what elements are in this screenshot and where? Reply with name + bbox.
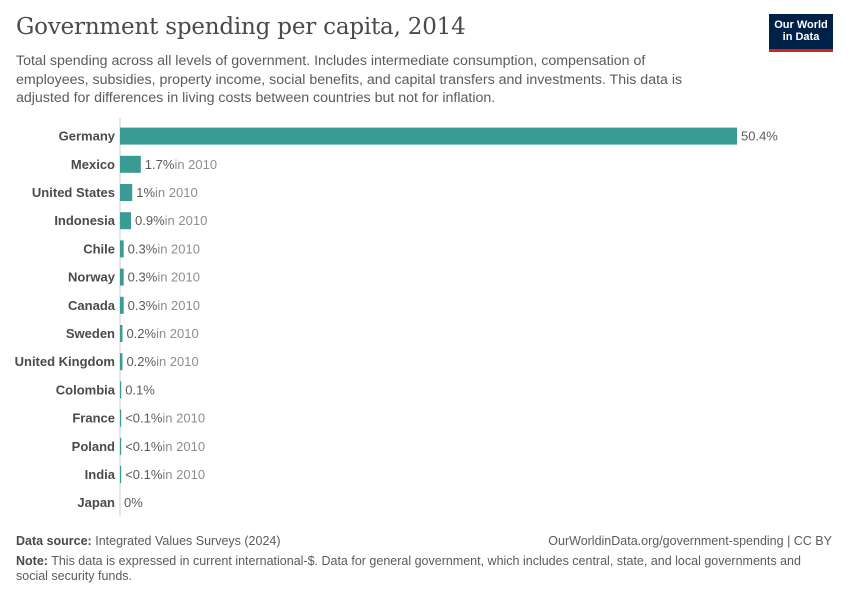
value-label: <0.1%in 2010 bbox=[125, 439, 205, 454]
bar bbox=[120, 240, 124, 258]
category-label: Poland bbox=[72, 439, 115, 454]
value-label: 0.3%in 2010 bbox=[128, 241, 200, 256]
year-note: in 2010 bbox=[157, 270, 200, 285]
value-label: <0.1%in 2010 bbox=[125, 467, 205, 482]
category-label: United States bbox=[32, 185, 115, 200]
note-text: This data is expressed in current intern… bbox=[16, 554, 801, 583]
bar bbox=[120, 296, 124, 314]
data-source-value[interactable]: Integrated Values Surveys (2024) bbox=[95, 534, 281, 548]
category-label: United Kingdom bbox=[15, 354, 115, 369]
category-label: Sweden bbox=[66, 326, 115, 341]
year-note: in 2010 bbox=[155, 185, 198, 200]
value-label: 0.2%in 2010 bbox=[126, 326, 198, 341]
chart-title: Government spending per capita, 2014 bbox=[16, 14, 466, 40]
year-note: in 2010 bbox=[162, 439, 205, 454]
year-note: in 2010 bbox=[156, 326, 199, 341]
bar bbox=[120, 381, 122, 399]
value-label: 1%in 2010 bbox=[136, 185, 197, 200]
year-note: in 2010 bbox=[156, 354, 199, 369]
value-label: 0% bbox=[124, 495, 143, 510]
value-label: 1.7%in 2010 bbox=[145, 157, 217, 172]
bar bbox=[120, 155, 141, 173]
bar bbox=[120, 466, 122, 483]
logo-line-2: in Data bbox=[782, 31, 820, 43]
bar bbox=[120, 268, 124, 286]
value-label: 0.3%in 2010 bbox=[128, 298, 200, 313]
year-note: in 2010 bbox=[157, 241, 200, 256]
year-note: in 2010 bbox=[162, 411, 205, 426]
bar bbox=[120, 409, 122, 427]
category-label: Japan bbox=[77, 495, 115, 510]
year-note: in 2010 bbox=[162, 467, 205, 482]
category-label: Canada bbox=[68, 298, 116, 313]
bar bbox=[120, 353, 123, 371]
category-label: Chile bbox=[83, 241, 115, 256]
owid-logo[interactable]: Our World in Data bbox=[769, 14, 833, 52]
value-label: 0.3%in 2010 bbox=[128, 270, 200, 285]
bar bbox=[120, 184, 133, 201]
category-label: Indonesia bbox=[54, 213, 115, 228]
year-note: in 2010 bbox=[165, 213, 208, 228]
bar bbox=[120, 325, 123, 342]
value-label: 0.9%in 2010 bbox=[135, 213, 207, 228]
note-label: Note: bbox=[16, 554, 48, 568]
bar bbox=[120, 437, 122, 455]
value-label: <0.1%in 2010 bbox=[125, 411, 205, 426]
category-label: France bbox=[72, 411, 115, 426]
bar-chart: Germany 50.4% Mexico 1.7%in 2010 United Stat… bbox=[15, 118, 778, 517]
data-source: Data source: Integrated Values Surveys (… bbox=[16, 534, 281, 548]
chart-subtitle: Total spending across all levels of gove… bbox=[16, 53, 683, 106]
year-note: in 2010 bbox=[157, 298, 200, 313]
year-note: in 2010 bbox=[174, 157, 217, 172]
category-label: Norway bbox=[68, 270, 116, 285]
category-label: Mexico bbox=[71, 157, 115, 172]
category-label: India bbox=[85, 467, 116, 482]
logo-line-1: Our World bbox=[774, 19, 828, 31]
footnote: Note: This data is expressed in current … bbox=[16, 554, 816, 584]
bar bbox=[120, 212, 132, 230]
data-source-label: Data source: bbox=[16, 534, 92, 548]
source-url[interactable]: OurWorldinData.org/government-spending |… bbox=[548, 534, 832, 548]
value-label: 0.1% bbox=[125, 382, 155, 397]
category-label: Colombia bbox=[56, 382, 116, 397]
category-label: Germany bbox=[59, 129, 116, 144]
bar bbox=[120, 127, 737, 145]
value-label: 0.2%in 2010 bbox=[126, 354, 198, 369]
value-label: 50.4% bbox=[741, 129, 778, 144]
